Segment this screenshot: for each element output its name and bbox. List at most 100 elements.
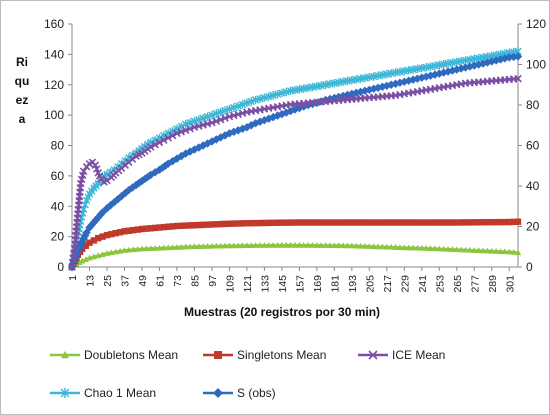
data-point	[462, 219, 469, 226]
data-point	[137, 176, 147, 186]
data-point	[449, 219, 456, 226]
series-singletons-mean	[68, 218, 522, 271]
data-point	[392, 244, 399, 250]
data-point	[160, 223, 168, 231]
x-tick-label: 229	[399, 275, 411, 293]
data-point	[177, 128, 186, 136]
data-point	[339, 219, 347, 226]
data-point	[238, 100, 247, 109]
data-point	[313, 219, 321, 226]
x-tick-label: 13	[84, 275, 96, 287]
data-point	[331, 219, 338, 226]
data-point	[514, 249, 522, 256]
data-point	[217, 242, 224, 249]
data-point	[514, 74, 522, 83]
data-point	[191, 222, 198, 229]
data-point	[353, 242, 360, 249]
legend-item: Doubletons Mean	[50, 348, 178, 362]
data-point	[233, 126, 243, 135]
data-point	[164, 223, 172, 230]
data-point	[234, 220, 242, 227]
data-point	[300, 241, 307, 248]
data-point	[304, 219, 312, 226]
data-point	[79, 257, 86, 264]
data-point	[248, 242, 255, 248]
data-point	[296, 241, 303, 248]
data-point	[108, 230, 115, 238]
data-point	[117, 191, 126, 201]
data-point	[471, 247, 478, 253]
data-point	[243, 242, 251, 248]
data-point	[366, 243, 373, 249]
data-point	[318, 219, 325, 226]
series-chao-1-mean	[68, 47, 522, 272]
legend-swatch-marker	[214, 351, 222, 359]
x-tick-label: 205	[364, 275, 376, 293]
data-point	[173, 222, 181, 230]
data-point	[82, 256, 90, 262]
data-point	[82, 242, 90, 249]
data-point	[226, 220, 233, 227]
data-point	[361, 242, 369, 249]
data-point	[361, 219, 369, 226]
data-point	[234, 242, 242, 249]
data-point	[173, 129, 181, 138]
y-axis-label-line: Ri	[16, 55, 28, 69]
data-point	[103, 176, 111, 185]
data-point	[278, 241, 286, 248]
left-y-axis-ticks: 0 20 40 60 80 100 120 140 160	[44, 17, 72, 274]
data-point	[457, 219, 465, 226]
data-point	[243, 220, 251, 227]
data-point	[103, 231, 111, 239]
data-point	[414, 244, 421, 251]
x-tick-label: 181	[329, 275, 341, 293]
x-tick-label: 121	[242, 275, 254, 293]
data-point	[269, 91, 277, 100]
data-point	[513, 52, 523, 61]
data-point	[239, 220, 246, 227]
right-tick-label: 0	[526, 260, 533, 274]
data-point	[383, 243, 391, 250]
data-point	[78, 237, 87, 246]
data-point	[147, 225, 154, 232]
data-point	[178, 243, 185, 250]
x-axis-ticks: 1 13 25 37 49 61 73 85 97 109 121 133 145 157 169 181 19…	[67, 267, 516, 293]
x-tick-label: 49	[137, 275, 149, 287]
legend-swatch-marker	[368, 350, 378, 360]
data-point	[199, 113, 207, 123]
data-point	[213, 221, 220, 228]
data-point	[199, 243, 207, 249]
data-point	[217, 220, 224, 228]
data-point	[396, 219, 404, 226]
data-point	[99, 233, 106, 240]
data-point	[357, 242, 364, 249]
data-point	[143, 225, 150, 232]
right-tick-label: 60	[526, 139, 540, 153]
data-point	[283, 219, 290, 226]
data-point	[287, 219, 294, 226]
data-point	[269, 219, 277, 227]
data-point	[256, 242, 264, 248]
data-point	[427, 245, 434, 251]
data-point	[396, 244, 404, 250]
data-point	[484, 219, 491, 226]
data-point	[475, 219, 482, 226]
data-point	[387, 219, 395, 226]
data-point	[509, 52, 518, 62]
data-point	[444, 245, 452, 252]
data-point	[234, 101, 242, 111]
data-point	[212, 117, 221, 125]
data-point	[500, 54, 510, 63]
data-point	[344, 242, 351, 249]
data-point	[130, 226, 137, 234]
data-point	[230, 103, 238, 112]
data-point	[221, 220, 229, 228]
data-point	[239, 242, 246, 249]
x-tick-label: 301	[504, 275, 516, 293]
series-doubletons-mean	[68, 241, 522, 270]
x-tick-label: 37	[119, 275, 131, 287]
data-point	[248, 219, 255, 227]
data-point	[466, 219, 474, 226]
data-point	[414, 219, 421, 226]
data-point	[475, 247, 482, 254]
